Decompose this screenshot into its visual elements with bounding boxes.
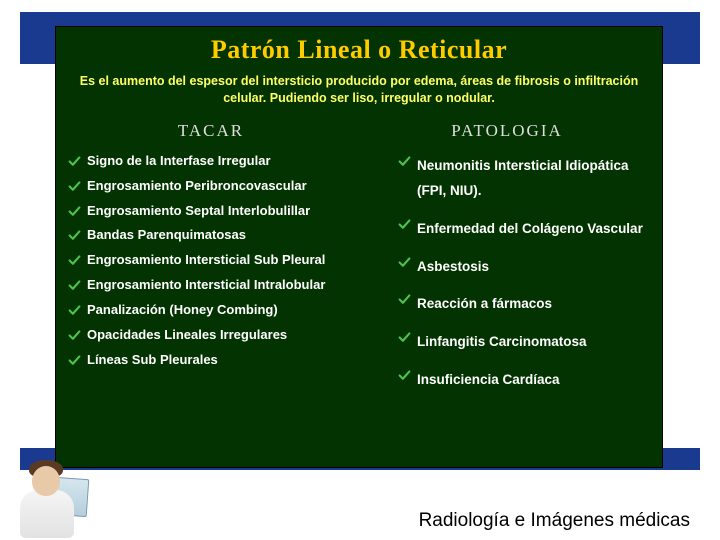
right-column: PATOLOGIA Neumonitis Intersticial Idiopá… <box>364 121 650 404</box>
list-item-label: Enfermedad del Colágeno Vascular <box>417 216 643 242</box>
list-item-label: Panalización (Honey Combing) <box>87 302 278 319</box>
checkmark-icon <box>68 229 81 242</box>
list-item-label: Reacción a fármacos <box>417 291 552 317</box>
list-item-label: Engrosamiento Septal Interlobulillar <box>87 203 310 220</box>
right-column-header: PATOLOGIA <box>364 121 650 141</box>
checkmark-icon <box>68 354 81 367</box>
list-item-label: Insuficiencia Cardíaca <box>417 367 560 393</box>
list-item: Asbestosis <box>398 254 650 280</box>
checkmark-icon <box>398 331 411 344</box>
list-item: Engrosamiento Septal Interlobulillar <box>68 203 354 220</box>
checkmark-icon <box>68 180 81 193</box>
list-item: Engrosamiento Peribroncovascular <box>68 178 354 195</box>
checkmark-icon <box>68 254 81 267</box>
list-item: Linfangitis Carcinomatosa <box>398 329 650 355</box>
checkmark-icon <box>398 293 411 306</box>
list-item: Neumonitis Intersticial Idiopática (FPI,… <box>398 153 650 204</box>
list-item-label: Asbestosis <box>417 254 489 280</box>
left-column-header: TACAR <box>68 121 354 141</box>
doctor-illustration <box>12 462 82 538</box>
list-item-label: Signo de la Interfase Irregular <box>87 153 271 170</box>
list-item: Opacidades Lineales Irregulares <box>68 327 354 344</box>
checkmark-icon <box>398 369 411 382</box>
checkmark-icon <box>398 155 411 168</box>
list-item: Bandas Parenquimatosas <box>68 227 354 244</box>
list-item-label: Neumonitis Intersticial Idiopática (FPI,… <box>417 153 650 204</box>
list-item-label: Bandas Parenquimatosas <box>87 227 246 244</box>
list-item: Panalización (Honey Combing) <box>68 302 354 319</box>
checkmark-icon <box>68 279 81 292</box>
lab-coat-icon <box>20 490 74 538</box>
left-list: Signo de la Interfase Irregular Engrosami… <box>68 153 354 369</box>
footer-text: Radiología e Imágenes médicas <box>419 510 690 532</box>
head-icon <box>32 466 60 496</box>
list-item-label: Líneas Sub Pleurales <box>87 352 218 369</box>
list-item-label: Engrosamiento Peribroncovascular <box>87 178 307 195</box>
list-item-label: Opacidades Lineales Irregulares <box>87 327 287 344</box>
checkmark-icon <box>68 304 81 317</box>
left-column: TACAR Signo de la Interfase Irregular Eng… <box>68 121 354 404</box>
panel-title: Patrón Lineal o Reticular <box>68 35 650 65</box>
list-item: Signo de la Interfase Irregular <box>68 153 354 170</box>
checkmark-icon <box>68 205 81 218</box>
list-item-label: Engrosamiento Intersticial Sub Pleural <box>87 252 325 269</box>
list-item: Enfermedad del Colágeno Vascular <box>398 216 650 242</box>
panel-subtitle: Es el aumento del espesor del interstici… <box>68 73 650 107</box>
list-item: Engrosamiento Intersticial Intralobular <box>68 277 354 294</box>
right-list: Neumonitis Intersticial Idiopática (FPI,… <box>364 153 650 392</box>
list-item: Engrosamiento Intersticial Sub Pleural <box>68 252 354 269</box>
content-panel: Patrón Lineal o Reticular Es el aumento … <box>55 26 663 468</box>
list-item: Reacción a fármacos <box>398 291 650 317</box>
list-item-label: Linfangitis Carcinomatosa <box>417 329 587 355</box>
list-item: Líneas Sub Pleurales <box>68 352 354 369</box>
columns-container: TACAR Signo de la Interfase Irregular Eng… <box>68 121 650 404</box>
checkmark-icon <box>398 256 411 269</box>
checkmark-icon <box>68 155 81 168</box>
slide-frame: Patrón Lineal o Reticular Es el aumento … <box>0 0 720 500</box>
checkmark-icon <box>68 329 81 342</box>
checkmark-icon <box>398 218 411 231</box>
list-item-label: Engrosamiento Intersticial Intralobular <box>87 277 325 294</box>
list-item: Insuficiencia Cardíaca <box>398 367 650 393</box>
